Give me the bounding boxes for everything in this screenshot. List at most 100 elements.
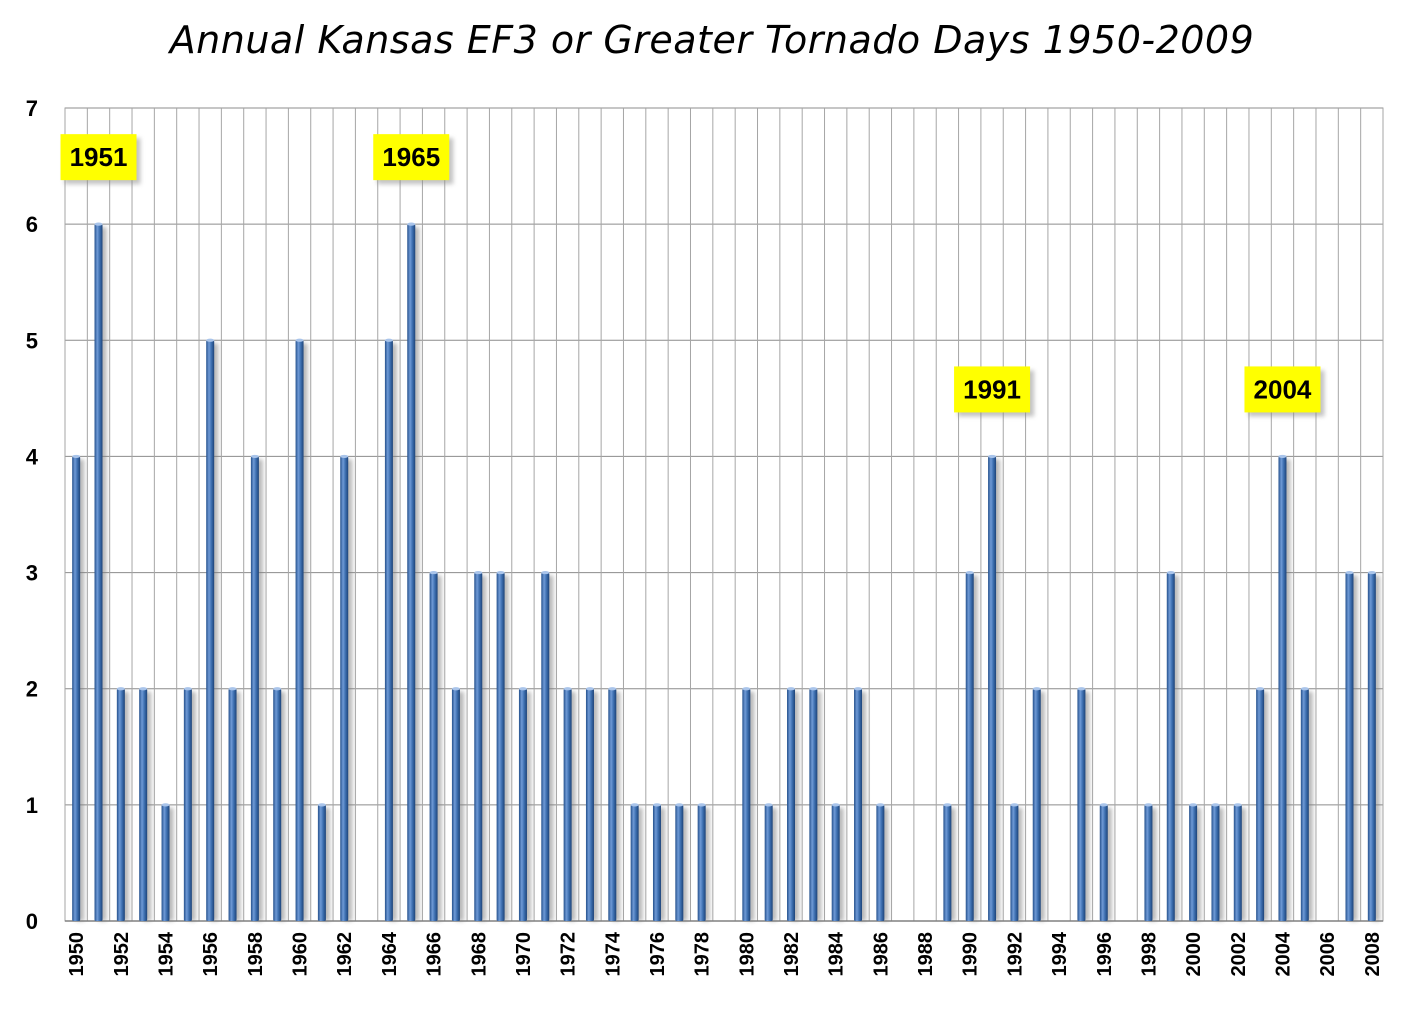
bar-1971: [541, 572, 550, 921]
x-tick-label: 1978: [692, 932, 714, 977]
bar-top-1953: [139, 687, 148, 691]
bar-2003: [1256, 688, 1265, 921]
bar-top-1975: [630, 803, 639, 807]
bar-1985: [854, 688, 863, 921]
annotation-1965: 1965: [373, 134, 454, 185]
annotation-box: [373, 134, 450, 181]
bar-1955: [183, 688, 192, 921]
y-tick-label: 3: [26, 561, 38, 586]
x-tick-label: 1964: [379, 931, 401, 976]
bar-top-1982: [787, 687, 796, 691]
chart-title: Annual Kansas EF3 or Greater Tornado Day…: [169, 18, 1255, 62]
x-tick-label: 1976: [647, 932, 669, 977]
annotation-label: 1991: [963, 374, 1021, 404]
bar-top-2004: [1278, 454, 1287, 459]
bar-1970: [518, 688, 527, 921]
x-tick-label: 1962: [334, 932, 356, 977]
bar-top-1973: [585, 687, 594, 691]
bar-top-1954: [161, 803, 170, 807]
bar-1974: [608, 688, 617, 921]
bar-top-1977: [675, 803, 684, 807]
bar-1957: [228, 688, 237, 921]
bar-top-1957: [228, 687, 237, 691]
bar-1959: [273, 688, 282, 921]
bar-1996: [1099, 804, 1108, 921]
bar-1989: [943, 804, 952, 921]
bar-1993: [1032, 688, 1041, 921]
x-tick-label: 1990: [960, 932, 982, 977]
bar-top-1998: [1144, 803, 1153, 807]
bar-1984: [831, 804, 840, 921]
bar-top-1971: [541, 570, 550, 575]
bar-1980: [742, 688, 751, 921]
bar-top-1980: [742, 687, 751, 691]
x-tick-label: 1986: [870, 932, 892, 977]
bar-1992: [1010, 804, 1019, 921]
bar-1961: [317, 804, 326, 921]
x-tick-label: 1988: [915, 932, 937, 977]
y-tick-label: 5: [26, 328, 38, 353]
bar-1982: [787, 688, 796, 921]
bar-top-1962: [340, 454, 349, 459]
bar-top-1984: [831, 803, 840, 807]
x-tick-label: 1994: [1049, 931, 1071, 976]
bar-top-1996: [1099, 803, 1108, 807]
annotation-label: 1951: [70, 142, 128, 172]
bar-top-2005: [1300, 687, 1309, 691]
bar-1983: [809, 688, 818, 921]
bar-1960: [295, 340, 304, 921]
y-tick-label: 1: [26, 793, 38, 818]
bar-2007: [1345, 572, 1354, 921]
bar-top-1990: [965, 570, 974, 575]
bar-top-1983: [809, 687, 818, 691]
bar-top-1970: [518, 687, 527, 691]
x-axis-ticks: 1950 1952 1954 1956 1958 1960 1962 1964 1966 1968…: [66, 931, 1384, 976]
bar-top-1999: [1166, 570, 1175, 575]
x-tick-label: 1980: [736, 932, 758, 977]
bar-1962: [340, 456, 349, 921]
x-tick-label: 1992: [1004, 932, 1026, 977]
y-axis-ticks: 0 1 2 3 4 5 6 7: [26, 96, 39, 934]
y-tick-label: 0: [26, 909, 38, 934]
y-tick-label: 4: [26, 444, 39, 469]
x-tick-label: 1972: [558, 932, 580, 977]
x-tick-label: 1952: [111, 932, 133, 977]
bar-1969: [496, 572, 505, 921]
x-tick-label: 1956: [200, 932, 222, 977]
bar-top-1961: [317, 803, 326, 807]
x-tick-label: 1958: [245, 932, 267, 977]
bar-top-1974: [608, 687, 617, 691]
bar-top-1951: [94, 222, 103, 226]
bar-1978: [697, 804, 706, 921]
bar-top-1993: [1032, 687, 1041, 691]
x-tick-label: 2006: [1317, 932, 1339, 977]
bar-top-1985: [854, 687, 863, 691]
bar-1995: [1077, 688, 1086, 921]
bar-top-2002: [1233, 803, 1242, 807]
y-tick-label: 6: [26, 212, 38, 237]
bar-top-1956: [206, 338, 215, 342]
bar-top-1995: [1077, 687, 1086, 691]
x-tick-label: 1954: [156, 931, 178, 976]
bar-1990: [965, 572, 974, 921]
bar-1975: [630, 804, 639, 921]
bar-1991: [988, 456, 997, 921]
bar-top-1955: [183, 687, 192, 691]
bar-top-1978: [697, 803, 706, 807]
bar-2008: [1367, 572, 1376, 921]
annotation-box: [1244, 366, 1321, 413]
bar-top-1968: [474, 570, 483, 575]
x-tick-label: 1960: [290, 932, 312, 977]
x-tick-label: 1996: [1094, 932, 1116, 977]
bar-top-2007: [1345, 570, 1354, 575]
y-tick-label: 2: [26, 677, 38, 702]
bar-1999: [1166, 572, 1175, 921]
annotation-box: [60, 134, 137, 181]
bar-top-1972: [563, 687, 572, 691]
bar-2001: [1211, 804, 1220, 921]
bar-1958: [250, 456, 259, 921]
bar-1950: [72, 456, 81, 921]
annotation-box: [954, 366, 1031, 413]
x-tick-label: 1950: [66, 932, 88, 977]
bar-top-2000: [1189, 803, 1198, 807]
